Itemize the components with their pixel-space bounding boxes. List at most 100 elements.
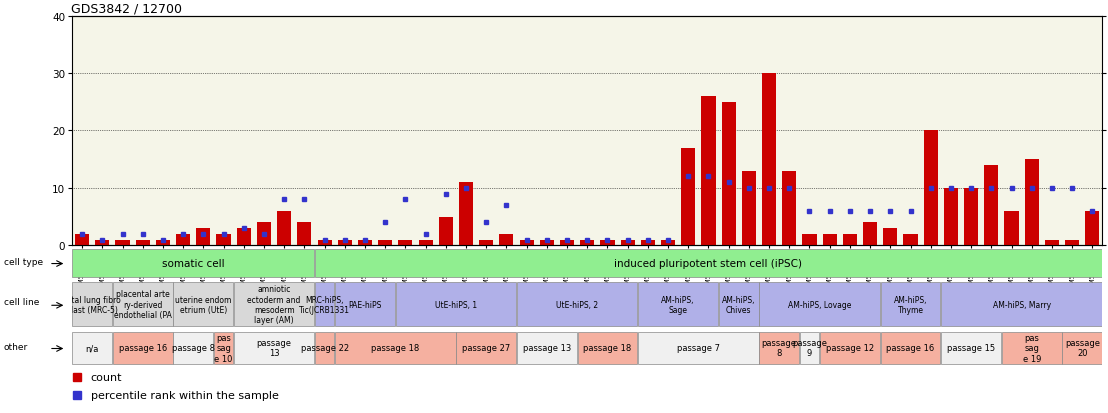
Bar [1005, 211, 1018, 246]
Bar [318, 240, 331, 246]
Bar [176, 234, 191, 246]
Bar [174, 332, 213, 364]
Bar [520, 240, 534, 246]
Text: AM-hiPS, Marry: AM-hiPS, Marry [993, 300, 1050, 309]
Bar [297, 223, 311, 246]
Bar [843, 234, 856, 246]
Bar [1002, 332, 1061, 364]
Bar [863, 223, 878, 246]
Bar [378, 240, 392, 246]
Bar [941, 332, 1001, 364]
Text: pas
sag
e 10: pas sag e 10 [214, 333, 233, 363]
Bar [759, 332, 799, 364]
Bar [822, 234, 837, 246]
Text: UtE-hiPS, 1: UtE-hiPS, 1 [434, 300, 476, 309]
Text: passage 16: passage 16 [119, 344, 167, 352]
Bar [944, 188, 958, 246]
Text: passage 13: passage 13 [523, 344, 571, 352]
Bar [1086, 211, 1099, 246]
Text: PAE-hiPS: PAE-hiPS [348, 300, 381, 309]
Text: passage 15: passage 15 [947, 344, 995, 352]
Text: passage 7: passage 7 [677, 344, 720, 352]
Text: passage 22: passage 22 [300, 344, 349, 352]
Text: passage
8: passage 8 [761, 338, 797, 358]
Bar [701, 97, 716, 246]
Bar [601, 240, 615, 246]
Bar [638, 283, 718, 326]
Bar [459, 183, 473, 246]
Bar [1045, 240, 1059, 246]
Bar [719, 283, 759, 326]
Text: uterine endom
etrium (UtE): uterine endom etrium (UtE) [175, 295, 232, 314]
Bar [95, 240, 110, 246]
Bar [661, 240, 675, 246]
Text: AM-hiPS,
Sage: AM-hiPS, Sage [661, 295, 695, 314]
Bar [72, 249, 314, 278]
Text: AM-hiPS,
Thyme: AM-hiPS, Thyme [894, 295, 927, 314]
Text: passage 27: passage 27 [462, 344, 511, 352]
Bar [1025, 160, 1039, 246]
Bar [681, 148, 696, 246]
Bar [762, 74, 777, 246]
Bar [802, 234, 817, 246]
Bar [174, 283, 234, 326]
Bar [214, 332, 234, 364]
Bar [234, 332, 314, 364]
Bar [517, 283, 637, 326]
Bar [257, 223, 271, 246]
Bar [500, 234, 513, 246]
Text: cell type: cell type [3, 257, 43, 266]
Text: placental arte
ry-derived
endothelial (PA: placental arte ry-derived endothelial (P… [114, 290, 172, 319]
Bar [419, 240, 432, 246]
Text: passage
20: passage 20 [1065, 338, 1100, 358]
Bar [1065, 240, 1079, 246]
Bar [72, 283, 112, 326]
Bar [721, 102, 736, 246]
Bar [315, 249, 1102, 278]
Bar [72, 332, 112, 364]
Bar [113, 283, 173, 326]
Bar [113, 332, 173, 364]
Bar [924, 131, 937, 246]
Bar [399, 240, 412, 246]
Bar [156, 240, 170, 246]
Bar [638, 332, 759, 364]
Text: pas
sag
e 19: pas sag e 19 [1023, 333, 1040, 363]
Bar [581, 240, 594, 246]
Bar [881, 283, 941, 326]
Bar [335, 332, 455, 364]
Bar [479, 240, 493, 246]
Text: passage 8: passage 8 [172, 344, 215, 352]
Bar [560, 240, 574, 246]
Text: other: other [3, 342, 28, 351]
Text: passage 12: passage 12 [825, 344, 874, 352]
Bar [135, 240, 150, 246]
Text: percentile rank within the sample: percentile rank within the sample [91, 390, 278, 401]
Bar [883, 228, 897, 246]
Bar [759, 283, 880, 326]
Bar [237, 228, 250, 246]
Text: GDS3842 / 12700: GDS3842 / 12700 [71, 2, 182, 15]
Bar [540, 240, 554, 246]
Text: passage
13: passage 13 [257, 338, 291, 358]
Text: passage 18: passage 18 [371, 344, 420, 352]
Bar [216, 234, 230, 246]
Bar [439, 217, 453, 246]
Bar [196, 228, 211, 246]
Text: amniotic
ectoderm and
mesoderm
layer (AM): amniotic ectoderm and mesoderm layer (AM… [247, 285, 300, 325]
Text: passage 18: passage 18 [583, 344, 632, 352]
Bar [315, 332, 335, 364]
Bar [1063, 332, 1102, 364]
Bar [620, 240, 635, 246]
Text: passage 16: passage 16 [886, 344, 935, 352]
Bar [335, 283, 394, 326]
Bar [820, 332, 880, 364]
Bar [338, 240, 352, 246]
Bar [941, 283, 1102, 326]
Text: n/a: n/a [85, 344, 99, 352]
Bar [358, 240, 372, 246]
Bar [277, 211, 291, 246]
Bar [640, 240, 655, 246]
Bar [782, 171, 797, 246]
Bar [234, 283, 314, 326]
